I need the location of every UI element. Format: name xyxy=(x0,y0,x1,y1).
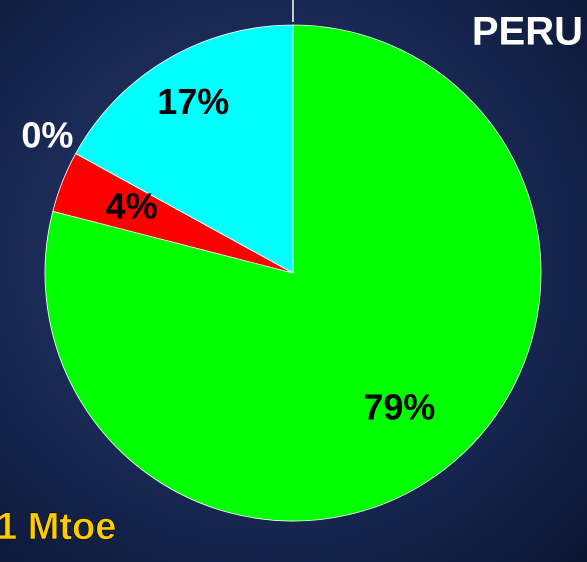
data-label: 17% xyxy=(157,81,229,122)
pie xyxy=(45,25,541,521)
chart-title: PERU xyxy=(472,10,583,54)
data-label: 79% xyxy=(363,387,435,428)
data-label: 0% xyxy=(21,115,73,156)
data-label: 4% xyxy=(106,186,158,227)
chart: PERU 1 Mtoe 79% 4% 0% 17% xyxy=(0,0,587,562)
chart-subtitle: 1 Mtoe xyxy=(0,506,116,548)
